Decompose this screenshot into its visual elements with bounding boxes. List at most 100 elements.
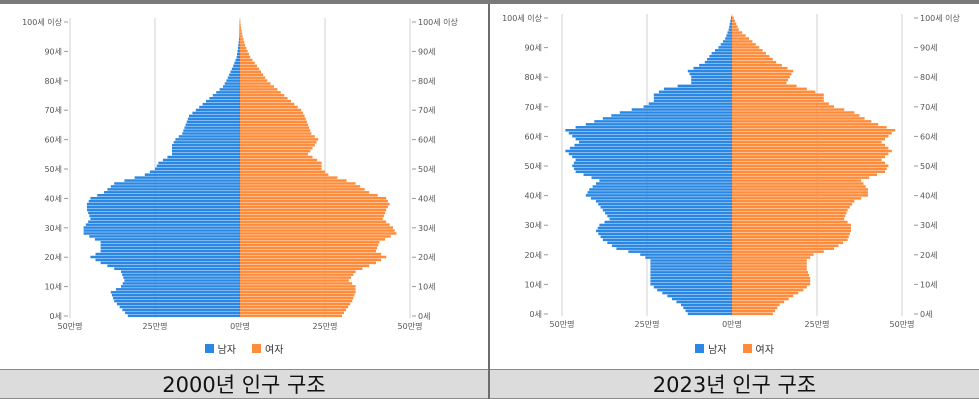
female-bar[interactable] <box>240 285 356 288</box>
male-bar[interactable] <box>640 253 732 256</box>
male-bar[interactable] <box>199 105 240 109</box>
female-bar[interactable] <box>732 291 799 295</box>
male-bar[interactable] <box>704 60 732 64</box>
male-bar[interactable] <box>653 93 732 97</box>
male-bar[interactable] <box>720 43 732 46</box>
male-bar[interactable] <box>572 164 732 168</box>
legend-item-female[interactable]: 여자 <box>252 341 283 356</box>
male-bar[interactable] <box>574 143 732 147</box>
female-bar[interactable] <box>732 60 777 64</box>
male-bar[interactable] <box>127 314 240 318</box>
female-bar[interactable] <box>732 262 807 265</box>
female-bar[interactable] <box>732 22 737 25</box>
female-bar[interactable] <box>732 25 738 28</box>
male-bar[interactable] <box>162 158 240 162</box>
female-bar[interactable] <box>240 117 306 121</box>
female-bar[interactable] <box>240 293 355 297</box>
male-bar[interactable] <box>599 223 732 227</box>
female-bar[interactable] <box>732 294 794 298</box>
male-bar[interactable] <box>110 291 240 294</box>
female-bar[interactable] <box>240 58 253 62</box>
male-bar[interactable] <box>236 55 240 59</box>
male-bar[interactable] <box>725 37 732 40</box>
male-bar[interactable] <box>585 123 732 126</box>
female-bar[interactable] <box>732 81 787 85</box>
male-bar[interactable] <box>677 84 732 88</box>
male-bar[interactable] <box>657 288 732 292</box>
male-bar[interactable] <box>730 19 732 23</box>
female-bar[interactable] <box>732 203 853 206</box>
male-bar[interactable] <box>689 72 733 76</box>
female-bar[interactable] <box>732 63 782 67</box>
male-bar[interactable] <box>172 146 240 150</box>
female-bar[interactable] <box>240 155 313 159</box>
male-bar[interactable] <box>643 105 732 108</box>
male-bar[interactable] <box>607 214 732 218</box>
female-bar[interactable] <box>240 217 383 221</box>
female-bar[interactable] <box>732 226 851 230</box>
female-bar[interactable] <box>732 259 807 262</box>
female-bar[interactable] <box>240 291 356 294</box>
female-bar[interactable] <box>240 182 356 185</box>
female-bar[interactable] <box>240 88 278 91</box>
male-bar[interactable] <box>124 179 240 182</box>
male-bar[interactable] <box>94 238 240 241</box>
male-bar[interactable] <box>687 69 732 73</box>
female-bar[interactable] <box>240 199 388 203</box>
male-bar[interactable] <box>650 265 732 268</box>
male-bar[interactable] <box>607 241 732 245</box>
female-bar[interactable] <box>240 105 298 109</box>
female-bar[interactable] <box>732 277 811 280</box>
female-bar[interactable] <box>732 297 789 301</box>
male-bar[interactable] <box>238 38 240 41</box>
male-bar[interactable] <box>192 111 240 115</box>
male-bar[interactable] <box>585 194 732 197</box>
male-bar[interactable] <box>709 55 732 58</box>
male-bar[interactable] <box>726 34 732 37</box>
female-bar[interactable] <box>240 126 310 129</box>
male-bar[interactable] <box>185 123 240 126</box>
male-bar[interactable] <box>691 75 732 79</box>
male-bar[interactable] <box>100 243 240 247</box>
male-bar[interactable] <box>569 146 732 150</box>
female-bar[interactable] <box>240 146 313 150</box>
female-bar[interactable] <box>732 268 807 271</box>
male-bar[interactable] <box>691 78 732 82</box>
female-bar[interactable] <box>732 90 816 94</box>
male-bar[interactable] <box>124 279 240 282</box>
male-bar[interactable] <box>87 208 240 212</box>
female-bar[interactable] <box>732 75 790 79</box>
female-bar[interactable] <box>240 161 322 165</box>
female-bar[interactable] <box>732 120 872 123</box>
male-bar[interactable] <box>237 47 240 50</box>
female-bar[interactable] <box>732 87 807 91</box>
female-bar[interactable] <box>240 302 351 306</box>
male-bar[interactable] <box>599 179 732 182</box>
female-bar[interactable] <box>240 138 319 141</box>
female-bar[interactable] <box>732 19 735 23</box>
female-bar[interactable] <box>240 235 391 238</box>
female-bar[interactable] <box>240 214 384 218</box>
legend-item-female[interactable]: 여자 <box>742 341 774 356</box>
male-bar[interactable] <box>598 232 732 236</box>
female-bar[interactable] <box>732 235 849 239</box>
male-bar[interactable] <box>671 297 732 301</box>
female-bar[interactable] <box>732 194 868 197</box>
female-bar[interactable] <box>240 144 315 147</box>
male-bar[interactable] <box>575 158 732 162</box>
female-bar[interactable] <box>240 202 390 206</box>
male-bar[interactable] <box>89 214 241 218</box>
male-bar[interactable] <box>121 270 240 273</box>
male-bar[interactable] <box>616 247 732 250</box>
female-bar[interactable] <box>732 197 862 200</box>
female-bar[interactable] <box>240 241 380 244</box>
female-bar[interactable] <box>240 73 264 76</box>
female-bar[interactable] <box>240 246 378 250</box>
female-bar[interactable] <box>732 173 878 176</box>
male-bar[interactable] <box>619 111 732 114</box>
female-bar[interactable] <box>240 152 308 156</box>
male-bar[interactable] <box>88 220 240 223</box>
female-bar[interactable] <box>240 23 241 26</box>
male-bar[interactable] <box>650 274 732 277</box>
female-bar[interactable] <box>732 288 804 292</box>
